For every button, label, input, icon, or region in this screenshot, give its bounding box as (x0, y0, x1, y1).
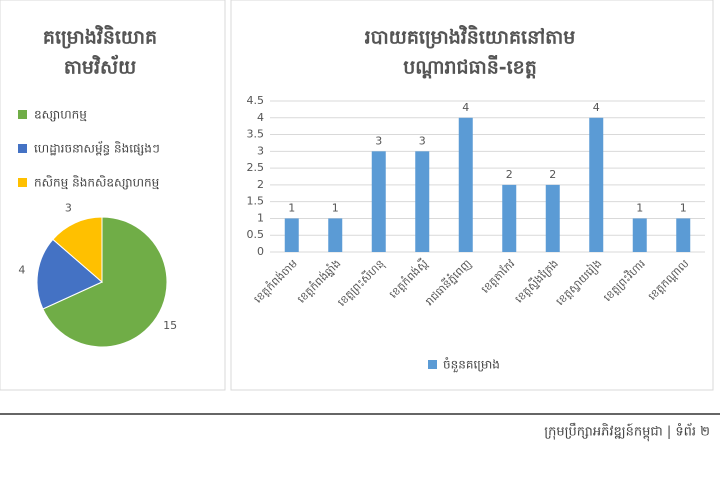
y-tick-label: 2.5 (247, 161, 265, 174)
bar (589, 117, 604, 253)
bar (458, 117, 473, 253)
chart-title: របាយគម្រោងវិនិយោគនៅតាម (365, 25, 576, 49)
y-tick-label: 0 (257, 245, 264, 258)
pie-slice (42, 216, 168, 348)
legend-swatch (18, 178, 27, 187)
data-label: 4 (18, 263, 25, 276)
y-tick-label: 3 (257, 144, 264, 157)
data-label: 2 (549, 168, 556, 181)
data-label: 1 (288, 201, 295, 214)
data-label: 1 (680, 201, 687, 214)
y-tick-label: 0.5 (247, 228, 265, 241)
y-tick-label: 1.5 (247, 195, 265, 208)
bar (502, 184, 517, 252)
legend-label: ហេដ្ឋារចនាសម្ព័ន្ធ និងផ្សេងៗ (34, 141, 160, 156)
y-tick-label: 4.5 (247, 94, 265, 107)
data-label: 4 (462, 101, 469, 114)
bar (371, 151, 386, 252)
pie-slice (36, 238, 103, 310)
data-label: 1 (332, 201, 339, 214)
y-tick-label: 3.5 (247, 128, 265, 141)
chart-title: គម្រោងវិនិយោគ (43, 25, 157, 49)
legend-swatch (18, 144, 27, 153)
bar (676, 218, 691, 252)
bar (328, 218, 343, 252)
chart-title: បណ្តារាជធានី-ខេត្ត (403, 55, 537, 79)
legend-label: ឧស្សាហកម្ម (34, 108, 87, 122)
data-label: 4 (593, 101, 600, 114)
bar (415, 151, 430, 252)
legend-swatch (428, 360, 437, 369)
legend-swatch (18, 110, 27, 119)
y-tick-label: 4 (257, 111, 264, 124)
legend-label: ចំនួនគម្រោង (443, 357, 500, 373)
bar (284, 218, 299, 252)
pie-slice (52, 216, 103, 284)
data-label: 3 (65, 201, 72, 214)
chart-title: តាមវិស័យ (64, 55, 136, 79)
data-label: 1 (636, 201, 643, 214)
bar (632, 218, 647, 252)
footer: ក្រុមប្រឹក្សាអភិវឌ្ឍន៍កម្ពុជា | ទំព័រ ២ (544, 423, 710, 442)
data-label: 3 (375, 134, 382, 147)
data-label: 2 (506, 168, 513, 181)
data-label: 3 (419, 134, 426, 147)
y-tick-label: 2 (257, 178, 264, 191)
y-tick-label: 1 (257, 211, 264, 224)
bar (545, 184, 560, 252)
data-label: 15 (163, 319, 177, 332)
legend-label: កសិកម្ម និងកសិឧស្សាហកម្ម (34, 175, 160, 190)
